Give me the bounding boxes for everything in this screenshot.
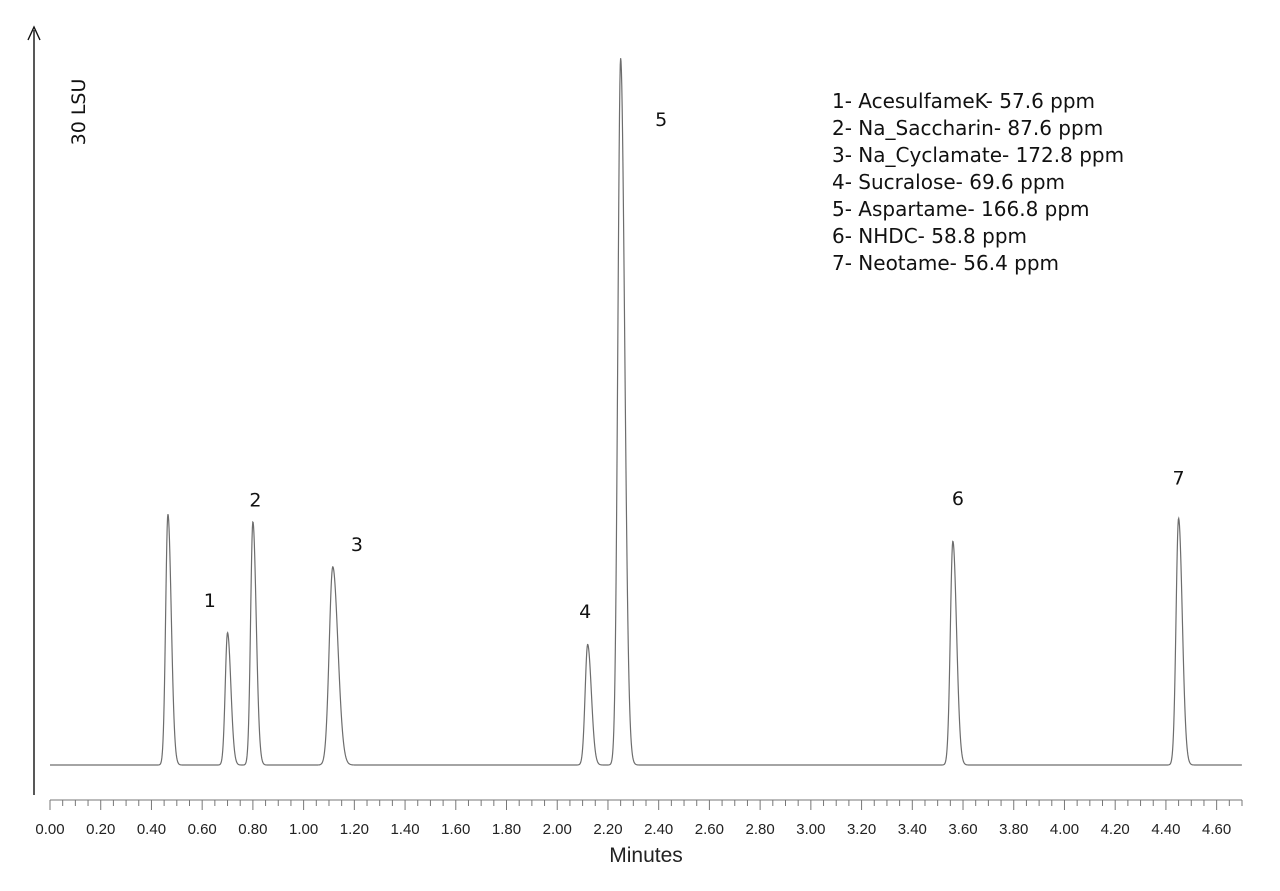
x-tick-label: 2.40 bbox=[644, 821, 673, 838]
y-axis-arrow bbox=[27, 25, 41, 41]
x-tick-label: 3.20 bbox=[847, 821, 876, 838]
x-tick-label: 0.80 bbox=[238, 821, 267, 838]
chromatogram-line bbox=[50, 58, 1242, 766]
legend-entry: 3- Na_Cyclamate- 172.8 ppm bbox=[832, 143, 1124, 167]
peak-labels: 1 2 3 4 5 6 7 bbox=[204, 109, 1185, 623]
legend-entry: 6- NHDC- 58.8 ppm bbox=[832, 224, 1027, 248]
peak-label-4: 4 bbox=[579, 601, 591, 623]
x-tick-label: 2.00 bbox=[543, 821, 572, 838]
legend-entry: 1- AcesulfameK- 57.6 ppm bbox=[832, 89, 1095, 113]
x-tick-label: 0.60 bbox=[188, 821, 217, 838]
peak-label-2: 2 bbox=[249, 490, 261, 512]
x-tick-label: 1.20 bbox=[340, 821, 369, 838]
x-tick-label: 2.60 bbox=[695, 821, 724, 838]
x-tick-label: 4.20 bbox=[1101, 821, 1130, 838]
x-tick-label: 3.80 bbox=[999, 821, 1028, 838]
legend-entry: 7- Neotame- 56.4 ppm bbox=[832, 251, 1059, 275]
x-tick-label: 0.00 bbox=[35, 821, 64, 838]
x-tick-label: 1.00 bbox=[289, 821, 318, 838]
legend: 1- AcesulfameK- 57.6 ppm 2- Na_Saccharin-… bbox=[832, 89, 1124, 275]
x-tick-label: 4.40 bbox=[1151, 821, 1180, 838]
peak-label-6: 6 bbox=[952, 488, 964, 510]
x-tick-label: 3.60 bbox=[948, 821, 977, 838]
peak-label-7: 7 bbox=[1173, 467, 1185, 489]
peak-label-1: 1 bbox=[204, 590, 216, 612]
x-tick-label: 1.40 bbox=[390, 821, 419, 838]
x-tick-label: 3.40 bbox=[898, 821, 927, 838]
x-tick-label: 0.40 bbox=[137, 821, 166, 838]
legend-entry: 5- Aspartame- 166.8 ppm bbox=[832, 197, 1090, 221]
x-tick-label: 0.20 bbox=[86, 821, 115, 838]
x-tick-label: 2.80 bbox=[746, 821, 775, 838]
peak-label-3: 3 bbox=[351, 534, 363, 556]
y-axis-label: 30 LSU bbox=[68, 79, 90, 146]
y-axis bbox=[27, 25, 41, 795]
x-tick-label: 1.80 bbox=[492, 821, 521, 838]
x-tick-label: 3.00 bbox=[796, 821, 825, 838]
legend-entry: 2- Na_Saccharin- 87.6 ppm bbox=[832, 116, 1103, 140]
x-tick-label: 2.20 bbox=[593, 821, 622, 838]
x-tick-label: 1.60 bbox=[441, 821, 470, 838]
x-axis-label: Minutes bbox=[609, 844, 683, 867]
x-tick-label: 4.00 bbox=[1050, 821, 1079, 838]
peak-label-5: 5 bbox=[655, 109, 667, 131]
x-tick-label: 4.60 bbox=[1202, 821, 1231, 838]
x-ticks: 0.00 0.20 0.40 0.60 0.80 1.00 1.20 1.40 1.60 1.80… bbox=[35, 800, 1243, 838]
legend-entry: 4- Sucralose- 69.6 ppm bbox=[832, 170, 1065, 194]
chromatogram-trace bbox=[50, 58, 1242, 766]
